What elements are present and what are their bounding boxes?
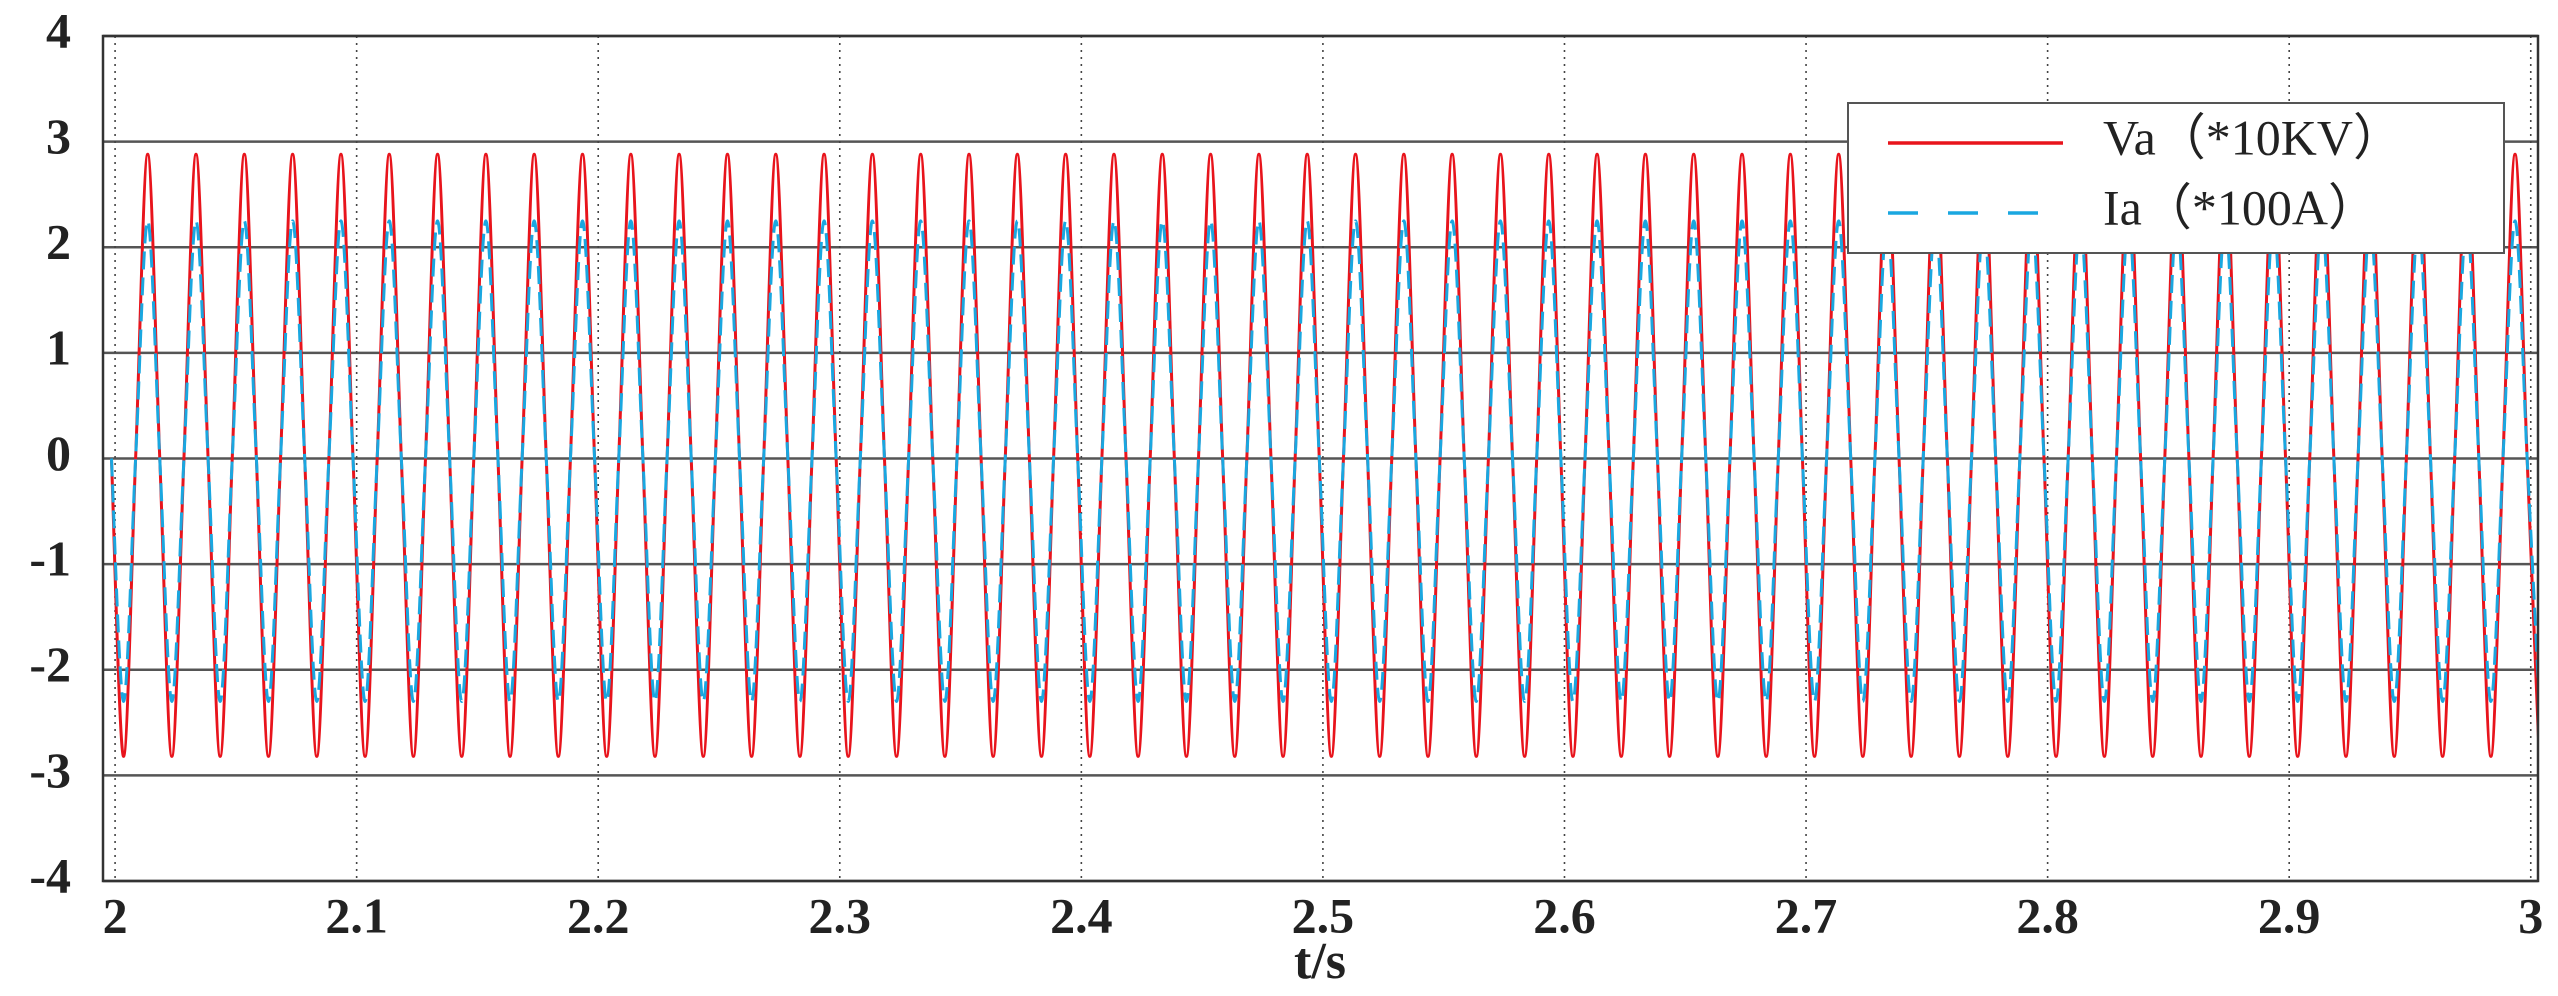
x-tick-label: 3 [2518,887,2543,943]
y-tick-label: 2 [46,214,71,270]
x-tick-label: 2.5 [1292,887,1355,943]
plot-frame [101,34,2540,883]
y-tick-label: 4 [46,2,71,58]
x-tick-label: 2.1 [325,887,388,943]
x-tick-label: 2.9 [2258,887,2321,943]
x-tick-label: 2.4 [1050,887,1113,943]
x-tick-label: 2.8 [2016,887,2079,943]
y-tick-label: 3 [46,108,71,164]
x-axis-label: t/s [1294,933,1346,990]
series-line [109,219,2538,703]
plot-lines [109,152,2538,758]
legend-label: Va（*10KV） [2103,109,2403,165]
x-tick-label: 2.7 [1775,887,1838,943]
legend-box [1847,102,2505,254]
y-tick-label: -1 [29,531,71,587]
y-tick-label: -3 [29,742,71,798]
y-tick-label: 1 [46,319,71,375]
y-tick-label: -4 [29,847,71,903]
x-tick-label: 2 [103,887,128,943]
y-tick-label: -2 [29,636,71,692]
x-tick-label: 2.6 [1533,887,1596,943]
x-tick-label: 2.3 [809,887,872,943]
x-tick-label: 2.2 [567,887,630,943]
legend-label: Ia（*100A） [2103,179,2378,235]
y-tick-label: 0 [46,425,71,481]
